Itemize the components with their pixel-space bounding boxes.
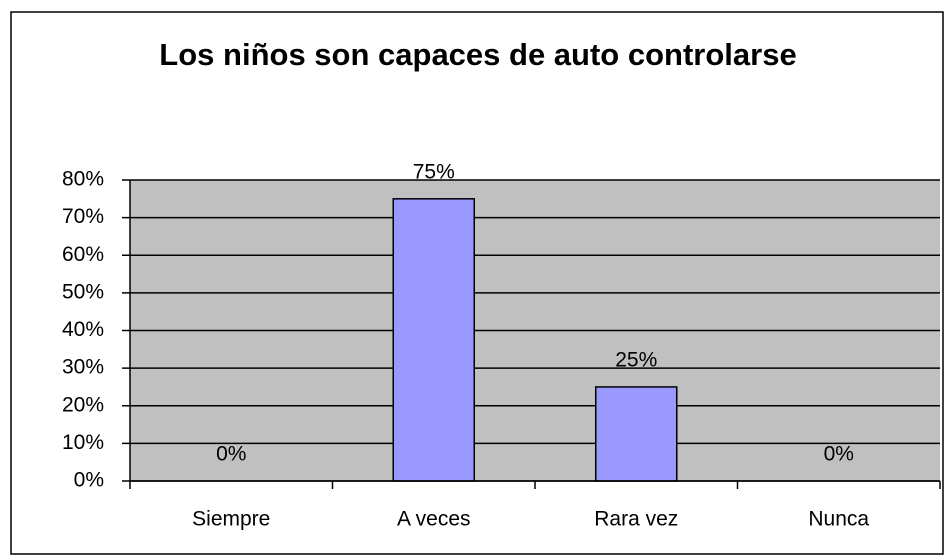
y-tick-label: 40% — [62, 318, 104, 341]
y-tick-label: 0% — [74, 469, 104, 492]
data-label: 0% — [216, 443, 246, 466]
data-label: 25% — [615, 348, 657, 371]
data-label: 75% — [413, 160, 455, 183]
y-tick-label: 20% — [62, 393, 104, 416]
chart-title: Los niños son capaces de auto controlars… — [159, 37, 797, 72]
x-tick-label: Rara vez — [594, 508, 678, 531]
y-tick-label: 10% — [62, 431, 104, 454]
bar — [595, 386, 678, 482]
y-tick-label: 60% — [62, 243, 104, 266]
x-tick-label: Nunca — [808, 508, 869, 531]
x-tick-label: Siempre — [192, 508, 270, 531]
y-tick-label: 30% — [62, 356, 104, 379]
y-tick-label: 80% — [62, 168, 104, 191]
x-tick-label: A veces — [397, 508, 471, 531]
data-label: 0% — [824, 443, 854, 466]
y-tick-label: 50% — [62, 280, 104, 303]
y-tick-label: 70% — [62, 205, 104, 228]
bar — [392, 198, 475, 482]
